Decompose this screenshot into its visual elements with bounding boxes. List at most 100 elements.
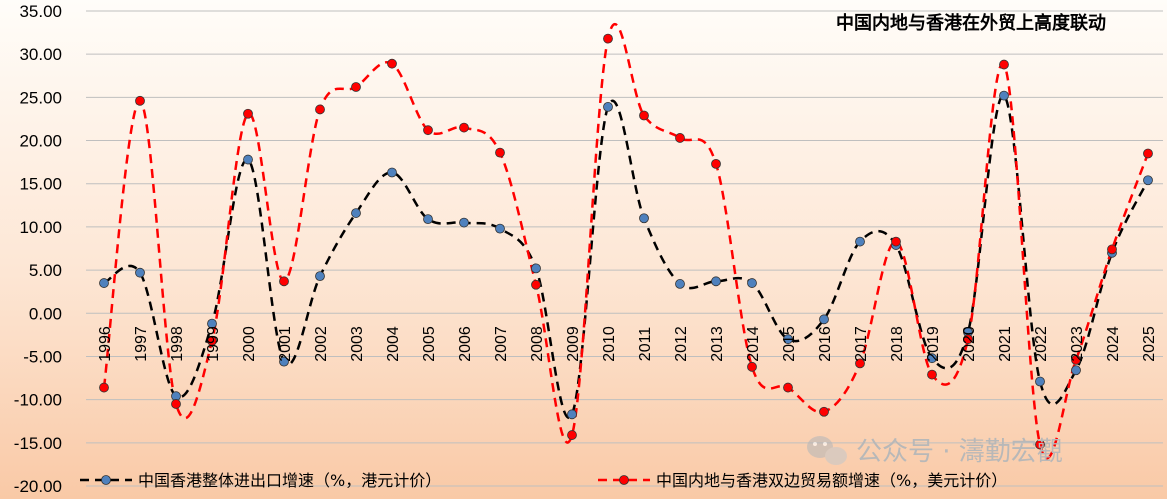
data-point-2: [207, 336, 217, 346]
data-point-2: [783, 382, 793, 393]
data-point-2: [639, 110, 649, 121]
data-point-1: [999, 90, 1009, 101]
data-point-1: [351, 208, 361, 218]
y-tick-label: 10.00: [19, 218, 62, 237]
x-tick-label: 2004: [385, 326, 402, 362]
x-tick-label: 1997: [133, 326, 150, 362]
x-tick-label: 2005: [421, 326, 438, 362]
data-point-1: [603, 101, 613, 112]
data-point-1: [135, 267, 145, 278]
x-tick-label: 2022: [1033, 326, 1050, 362]
y-tick-label: 35.00: [19, 2, 62, 21]
y-tick-label: -5.00: [23, 347, 62, 366]
watermark-text: 公众号 · 濤勤宏觀: [856, 437, 1063, 467]
data-point-1: [819, 314, 829, 325]
x-tick-label: 2009: [565, 326, 582, 362]
data-point-1: [1071, 365, 1081, 376]
y-tick-label: 15.00: [19, 175, 62, 194]
data-point-2: [1035, 439, 1045, 450]
data-point-1: [459, 217, 469, 228]
x-tick-label: 2016: [817, 326, 834, 362]
legend-marker-2: [619, 475, 629, 485]
legend-marker-1: [101, 475, 111, 485]
data-point-1: [99, 278, 109, 288]
x-tick-label: 2010: [601, 326, 618, 362]
data-point-2: [747, 361, 757, 372]
x-tick-label: 2012: [673, 326, 690, 362]
y-tick-label: -15.00: [14, 434, 62, 453]
data-point-2: [927, 369, 937, 380]
y-tick-label: 0.00: [29, 304, 62, 323]
y-axis-ticks: 35.00 30.00 25.00 20.00 15.00 10.00 5.00 0.00 -5…: [14, 2, 62, 496]
legend-label-2: 中国内地与香港双边贸易额增速（%，美元计价）: [656, 471, 1007, 490]
data-point-2: [567, 430, 577, 440]
data-point-1: [783, 334, 793, 345]
x-tick-label: 2015: [781, 326, 798, 362]
x-tick-label: 2003: [349, 326, 366, 362]
data-point-2: [891, 236, 901, 247]
data-point-1: [423, 214, 433, 225]
data-point-2: [99, 382, 109, 393]
x-tick-label: 2013: [709, 326, 726, 362]
data-point-2: [1143, 148, 1153, 159]
x-tick-label: 2023: [1069, 326, 1086, 362]
data-point-1: [567, 409, 577, 420]
series-markers: [99, 33, 1153, 450]
data-point-2: [423, 125, 433, 136]
y-tick-label: -10.00: [14, 391, 62, 410]
data-point-2: [675, 133, 685, 143]
data-point-1: [531, 263, 541, 274]
data-point-1: [243, 154, 253, 165]
data-point-1: [387, 167, 397, 178]
data-point-2: [315, 104, 325, 115]
data-point-1: [927, 353, 937, 364]
data-point-1: [315, 271, 325, 282]
data-point-2: [819, 406, 829, 417]
data-point-2: [351, 82, 361, 92]
x-tick-label: 1996: [97, 326, 114, 362]
gridlines: [86, 10, 1163, 487]
data-point-1: [711, 276, 721, 287]
x-tick-label: 2000: [241, 326, 258, 362]
x-tick-label: 2014: [745, 326, 762, 362]
y-tick-label: 20.00: [19, 132, 62, 151]
x-axis-ticks: 1996 1997 1998 1999 2000 2001 2002 2003 2004 2005…: [97, 326, 1158, 362]
x-tick-label: 1998: [169, 326, 186, 362]
x-tick-label: 2019: [925, 326, 942, 362]
data-point-1: [639, 213, 649, 224]
x-tick-label: 2011: [637, 327, 654, 362]
x-tick-label: 2002: [313, 326, 330, 362]
x-tick-label: 2024: [1105, 326, 1122, 362]
data-point-2: [999, 59, 1009, 70]
data-point-2: [1107, 244, 1117, 255]
x-tick-label: 2007: [493, 326, 510, 362]
x-tick-label: 2017: [853, 326, 870, 362]
y-tick-label: 5.00: [29, 261, 62, 280]
data-point-2: [387, 58, 397, 69]
data-point-2: [243, 108, 253, 119]
x-tick-label: 2020: [961, 326, 978, 362]
data-point-2: [459, 122, 469, 133]
data-point-2: [531, 279, 541, 290]
x-tick-label: 2008: [529, 326, 546, 362]
data-point-2: [855, 358, 865, 369]
data-point-1: [1035, 376, 1045, 387]
data-point-2: [711, 158, 721, 169]
data-point-1: [855, 236, 865, 247]
data-point-2: [279, 276, 289, 287]
x-tick-label: 2001: [277, 326, 294, 362]
data-point-2: [495, 147, 505, 158]
chart-title: 中国内地与香港在外贸上高度联动: [836, 12, 1106, 34]
x-tick-label: 2018: [889, 326, 906, 362]
series-line-1: [103, 94, 1150, 419]
data-point-1: [747, 278, 757, 288]
watermark: 公众号 · 濤勤宏觀: [807, 436, 1063, 467]
data-point-2: [603, 33, 613, 44]
y-tick-label: -20.00: [14, 477, 62, 496]
data-point-2: [135, 95, 145, 106]
x-tick-label: 2006: [457, 326, 474, 362]
data-point-1: [207, 318, 217, 329]
